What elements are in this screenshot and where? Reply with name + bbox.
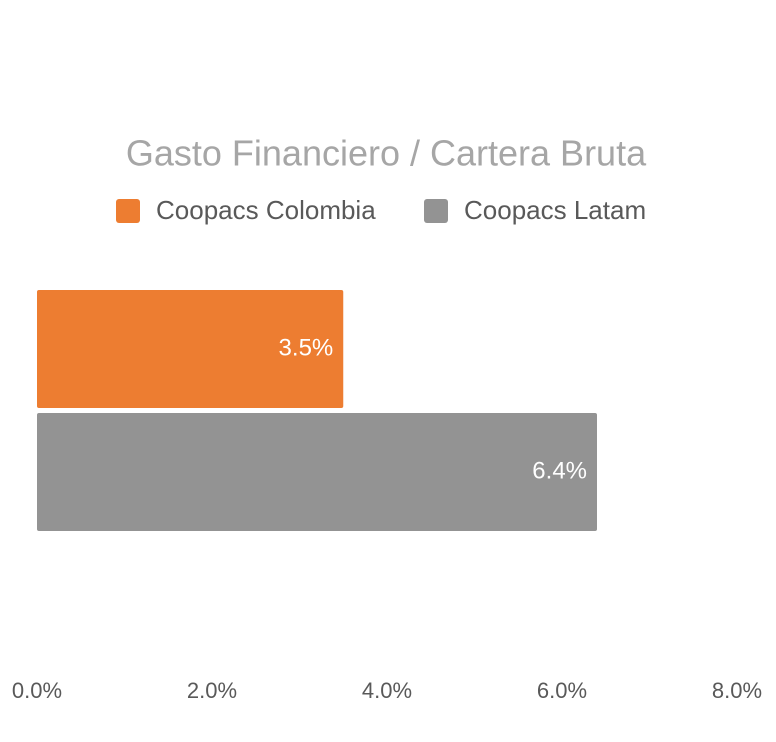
legend-swatch bbox=[116, 199, 140, 223]
x-tick-label: 0.0% bbox=[12, 678, 62, 703]
x-tick-label: 8.0% bbox=[712, 678, 762, 703]
value-label: 6.4% bbox=[532, 457, 587, 484]
legend-label: Coopacs Latam bbox=[464, 195, 646, 225]
legend-label: Coopacs Colombia bbox=[156, 195, 376, 225]
x-tick-label: 4.0% bbox=[362, 678, 412, 703]
legend-swatch bbox=[424, 199, 448, 223]
x-tick-label: 6.0% bbox=[537, 678, 587, 703]
x-tick-label: 2.0% bbox=[187, 678, 237, 703]
chart-title: Gasto Financiero / Cartera Bruta bbox=[126, 133, 647, 174]
bar bbox=[37, 413, 597, 531]
value-label: 3.5% bbox=[279, 334, 334, 361]
bar bbox=[37, 290, 344, 408]
